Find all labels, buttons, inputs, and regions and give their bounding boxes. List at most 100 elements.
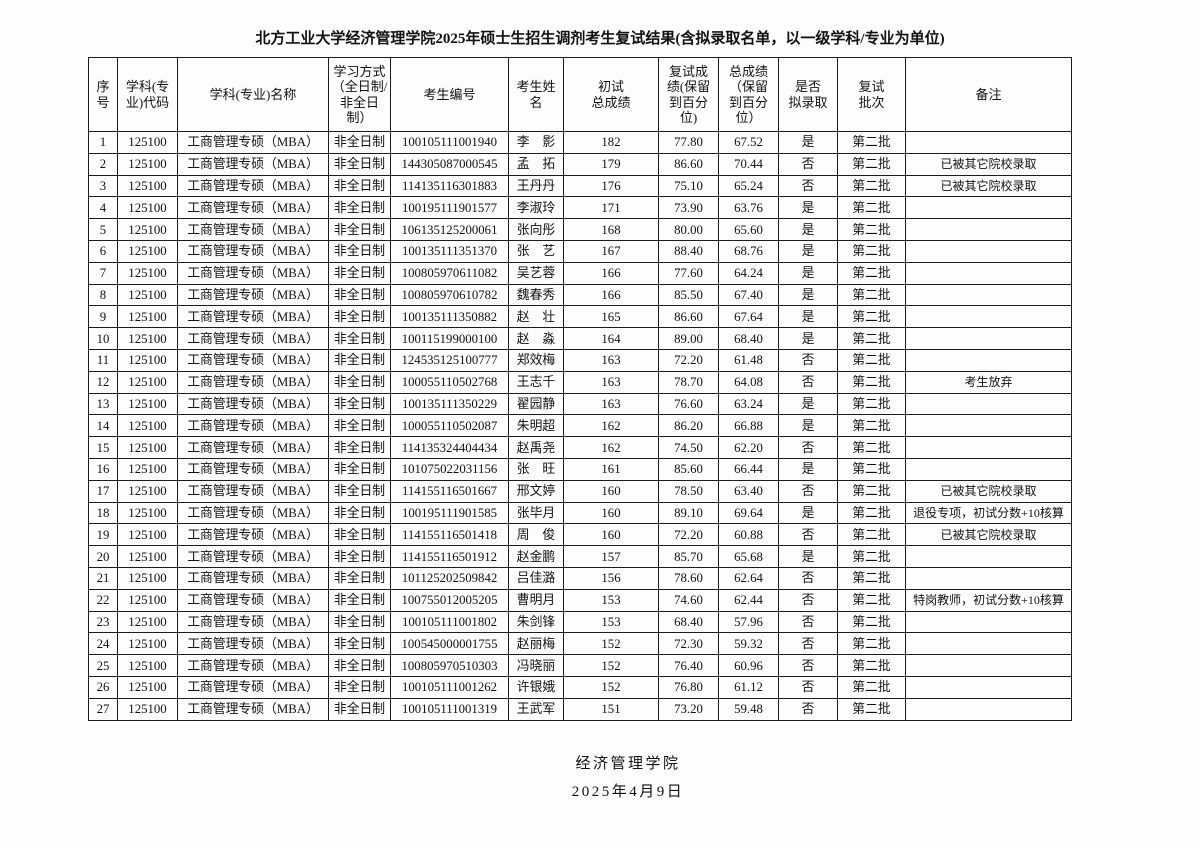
cell-index: 9 <box>88 305 118 329</box>
cell-remark <box>905 436 1072 459</box>
cell-subject_code: 125100 <box>117 392 178 416</box>
cell-subject_code: 125100 <box>117 501 178 525</box>
cell-candidate_no: 100135111350229 <box>390 392 509 416</box>
cell-admitted: 否 <box>778 479 838 503</box>
cell-remark <box>905 218 1072 241</box>
cell-initial_score: 152 <box>563 654 659 677</box>
table-row: 17 125100 工商管理专硕（MBA） 非全日制 114155116501667 邢文… <box>88 479 1072 503</box>
cell-name: 朱剑锋 <box>508 610 564 634</box>
cell-remark <box>905 131 1072 154</box>
cell-admitted: 是 <box>778 239 838 263</box>
cell-study_mode: 非全日制 <box>328 457 391 481</box>
cell-retest_score: 76.60 <box>658 392 719 416</box>
cell-total_score: 66.88 <box>718 414 779 438</box>
cell-name: 吕佳潞 <box>508 566 564 590</box>
cell-initial_score: 163 <box>563 370 659 394</box>
cell-index: 23 <box>88 610 118 634</box>
page-title: 北方工业大学经济管理学院2025年硕士生招生调剂考生复试结果(含拟录取名单，以一… <box>255 31 945 47</box>
cell-admitted: 否 <box>778 566 838 590</box>
cell-total_score: 61.48 <box>718 348 779 372</box>
cell-subject_name: 工商管理专硕（MBA） <box>177 697 329 721</box>
cell-index: 8 <box>88 283 118 307</box>
cell-index: 25 <box>88 654 118 677</box>
cell-index: 15 <box>88 436 118 459</box>
cell-batch: 第二批 <box>837 218 906 241</box>
cell-name: 赵丽梅 <box>508 632 564 656</box>
cell-retest_score: 77.80 <box>658 131 719 154</box>
cell-name: 赵金鹏 <box>508 545 564 568</box>
cell-admitted: 否 <box>778 152 838 176</box>
cell-batch: 第二批 <box>837 610 906 634</box>
header-cell-retest-score: 复试成 绩(保留 到百分 位) <box>658 57 719 132</box>
cell-index: 14 <box>88 414 118 438</box>
cell-index: 1 <box>88 131 118 154</box>
cell-remark <box>905 414 1072 438</box>
results-table: 序号 学科(专 业)代码 学科(专业)名称 学习方式 （全日制/ 非全日 制） … <box>88 57 1072 721</box>
cell-candidate_no: 100195111901585 <box>390 501 509 525</box>
table-row: 7 125100 工商管理专硕（MBA） 非全日制 100805970611082 吴艺蓉… <box>88 261 1072 285</box>
table-row: 24 125100 工商管理专硕（MBA） 非全日制 100545000001755 赵丽… <box>88 632 1072 656</box>
cell-subject_code: 125100 <box>117 327 178 350</box>
cell-index: 19 <box>88 523 118 547</box>
cell-total_score: 59.32 <box>718 632 779 656</box>
cell-study_mode: 非全日制 <box>328 588 391 612</box>
cell-retest_score: 85.60 <box>658 457 719 481</box>
cell-retest_score: 72.20 <box>658 348 719 372</box>
cell-remark: 特岗教师，初试分数+10核算 <box>905 588 1072 612</box>
cell-subject_name: 工商管理专硕（MBA） <box>177 305 329 329</box>
cell-candidate_no: 100105111001940 <box>390 131 509 154</box>
table-row: 27 125100 工商管理专硕（MBA） 非全日制 100105111001319 王武… <box>88 697 1072 721</box>
cell-candidate_no: 100135111350882 <box>390 305 509 329</box>
cell-candidate_no: 114155116501912 <box>390 545 509 568</box>
cell-retest_score: 68.40 <box>658 610 719 634</box>
cell-admitted: 是 <box>778 283 838 307</box>
cell-batch: 第二批 <box>837 479 906 503</box>
cell-name: 王丹丹 <box>508 174 564 198</box>
table-row: 26 125100 工商管理专硕（MBA） 非全日制 100105111001262 许银… <box>88 675 1072 699</box>
cell-index: 4 <box>88 196 118 220</box>
table-row: 15 125100 工商管理专硕（MBA） 非全日制 114135324404434 赵禹… <box>88 436 1072 459</box>
cell-initial_score: 176 <box>563 174 659 198</box>
cell-candidate_no: 100105111001319 <box>390 697 509 721</box>
cell-retest_score: 74.50 <box>658 436 719 459</box>
cell-subject_code: 125100 <box>117 218 178 241</box>
cell-subject_name: 工商管理专硕（MBA） <box>177 675 329 699</box>
cell-total_score: 64.08 <box>718 370 779 394</box>
table-row: 14 125100 工商管理专硕（MBA） 非全日制 100055110502087 朱明… <box>88 414 1072 438</box>
cell-batch: 第二批 <box>837 675 906 699</box>
cell-batch: 第二批 <box>837 436 906 459</box>
cell-retest_score: 72.20 <box>658 523 719 547</box>
table-row: 4 125100 工商管理专硕（MBA） 非全日制 100195111901577 李淑玲… <box>88 196 1072 220</box>
cell-study_mode: 非全日制 <box>328 261 391 285</box>
cell-subject_name: 工商管理专硕（MBA） <box>177 239 329 263</box>
cell-retest_score: 74.60 <box>658 588 719 612</box>
cell-subject_code: 125100 <box>117 436 178 459</box>
footer-signature: 经济管理学院 <box>575 755 681 772</box>
cell-admitted: 是 <box>778 196 838 220</box>
cell-name: 吴艺蓉 <box>508 261 564 285</box>
cell-retest_score: 86.60 <box>658 152 719 176</box>
cell-total_score: 66.44 <box>718 457 779 481</box>
table-row: 22 125100 工商管理专硕（MBA） 非全日制 100755012005205 曹明… <box>88 588 1072 612</box>
cell-study_mode: 非全日制 <box>328 174 391 198</box>
cell-total_score: 62.44 <box>718 588 779 612</box>
cell-total_score: 63.76 <box>718 196 779 220</box>
cell-admitted: 是 <box>778 545 838 568</box>
cell-admitted: 否 <box>778 675 838 699</box>
header-cell-subject-name: 学科(专业)名称 <box>177 57 329 132</box>
cell-total_score: 67.52 <box>718 131 779 154</box>
cell-admitted: 是 <box>778 457 838 481</box>
cell-index: 13 <box>88 392 118 416</box>
cell-index: 22 <box>88 588 118 612</box>
cell-name: 翟园静 <box>508 392 564 416</box>
cell-total_score: 65.68 <box>718 545 779 568</box>
cell-admitted: 是 <box>778 305 838 329</box>
cell-subject_code: 125100 <box>117 588 178 612</box>
cell-total_score: 57.96 <box>718 610 779 634</box>
cell-initial_score: 162 <box>563 414 659 438</box>
cell-retest_score: 78.70 <box>658 370 719 394</box>
cell-initial_score: 151 <box>563 697 659 721</box>
cell-total_score: 63.24 <box>718 392 779 416</box>
cell-subject_code: 125100 <box>117 239 178 263</box>
cell-remark <box>905 697 1072 721</box>
